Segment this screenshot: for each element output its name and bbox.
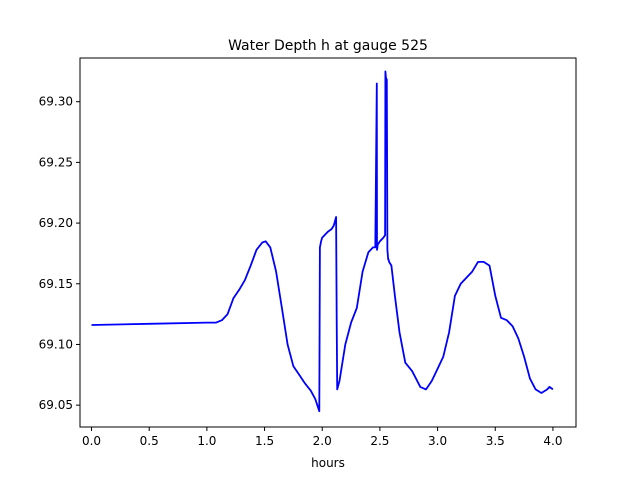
x-axis: 0.0 0.5 1.0 1.5 2.0 2.5 3.0 3.5 4.0	[82, 427, 562, 448]
x-tick-label: 2.0	[313, 434, 332, 448]
x-axis-label: hours	[311, 456, 345, 470]
x-tick-label: 1.0	[197, 434, 216, 448]
x-tick-label: 4.0	[543, 434, 562, 448]
series-line	[91, 70, 554, 413]
y-tick-label: 69.10	[39, 337, 73, 351]
x-tick-label: 1.5	[255, 434, 274, 448]
x-tick-label: 2.5	[370, 434, 389, 448]
plot-area	[79, 57, 577, 428]
y-tick-label: 69.05	[39, 398, 73, 412]
y-tick-label: 69.25	[39, 155, 73, 169]
x-tick-label: 3.0	[428, 434, 447, 448]
chart-title: Water Depth h at gauge 525	[228, 38, 428, 54]
x-tick-label: 0.0	[82, 434, 101, 448]
x-tick-label: 3.5	[486, 434, 505, 448]
y-tick-label: 69.15	[39, 277, 73, 291]
y-axis: 69.05 69.10 69.15 69.20 69.25 69.30	[39, 95, 80, 412]
y-tick-label: 69.20	[39, 216, 73, 230]
x-tick-label: 0.5	[140, 434, 159, 448]
axes-frame	[79, 57, 577, 428]
y-tick-label: 69.30	[39, 95, 73, 109]
